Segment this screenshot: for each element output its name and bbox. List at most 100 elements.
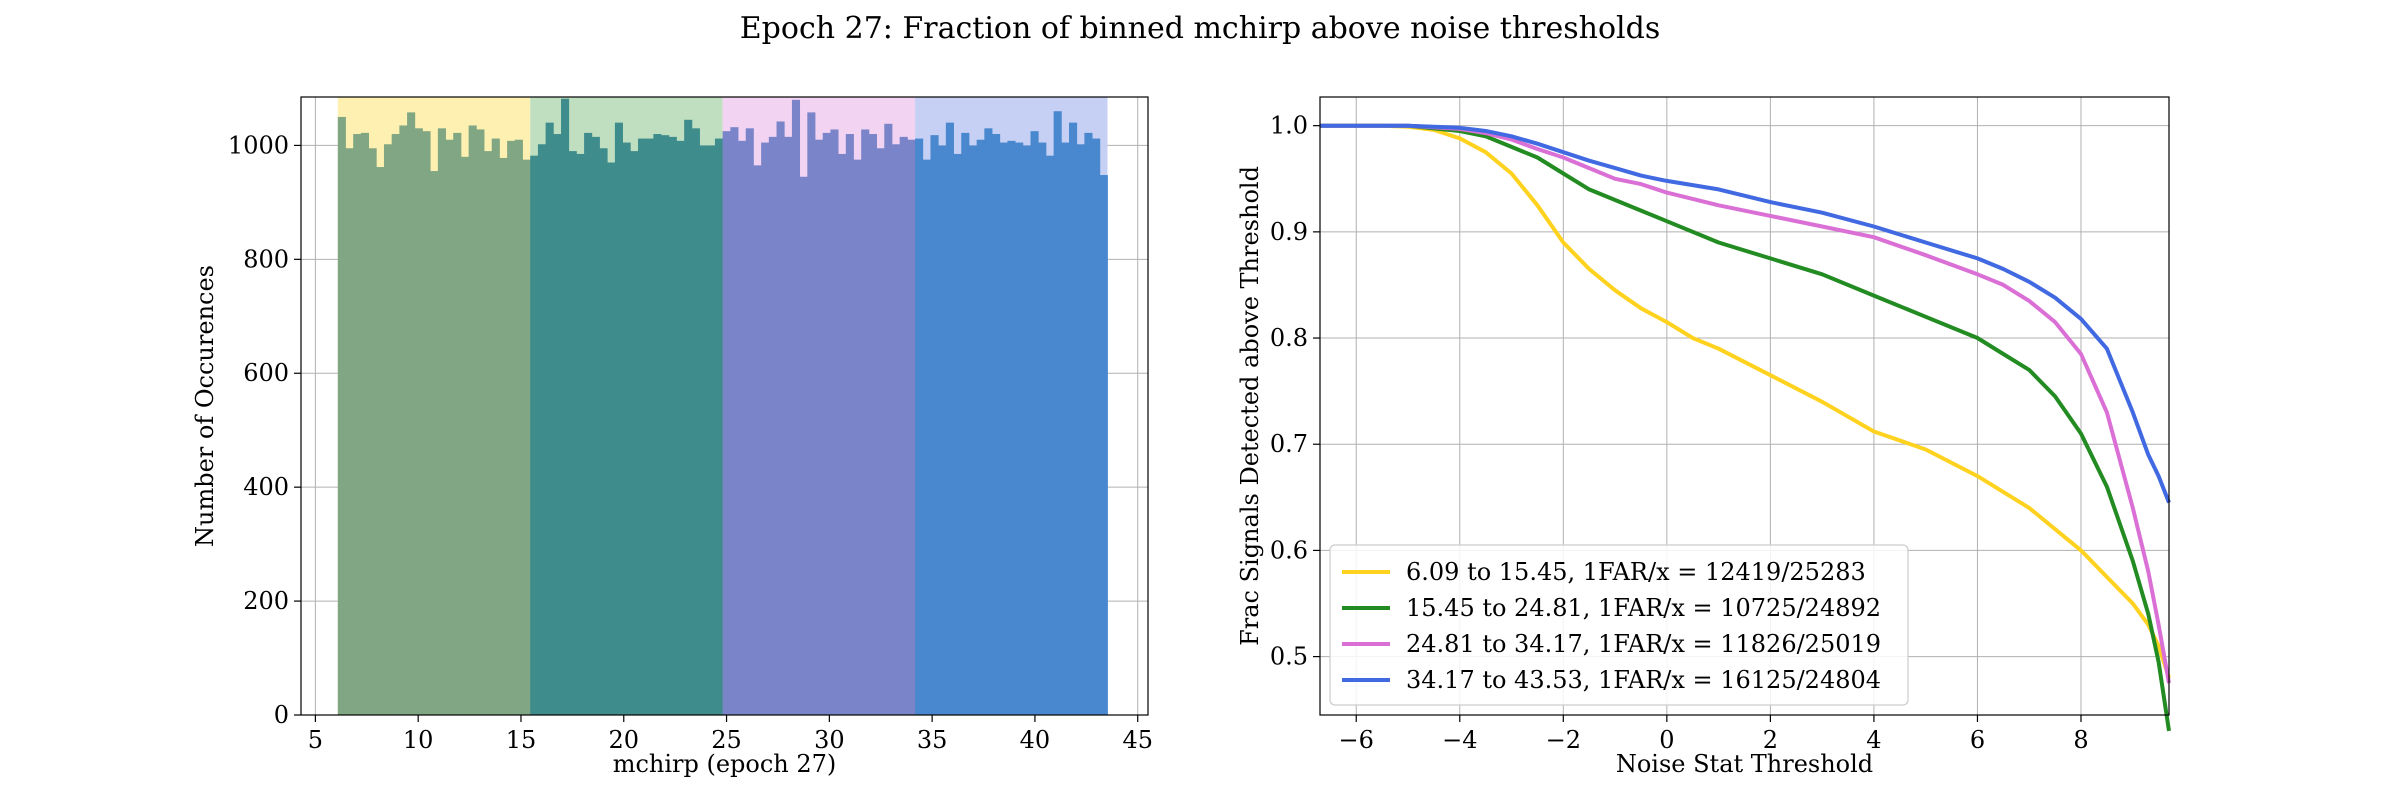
histogram-bar — [707, 145, 716, 716]
histogram-bar — [1030, 131, 1039, 715]
histogram-bar — [1022, 145, 1031, 716]
line-x-tick-label: −6 — [1339, 726, 1374, 754]
line-tick-labels: −6 −4 −2 0 2 4 6 8 0.5 0.6 0.7 0.8 0.9 1.0 — [1270, 112, 2089, 754]
histogram-bar — [622, 142, 631, 715]
histogram-bar — [445, 139, 454, 716]
histogram-x-tick-label: 30 — [814, 726, 845, 754]
histogram-y-tick-label: 1000 — [228, 131, 289, 159]
line-axes-frame — [1319, 96, 2170, 716]
figure-title: Epoch 27: Fraction of binned mchirp abov… — [740, 11, 1660, 46]
line-y-axis-label: Frac Signals Detected above Threshold — [1236, 166, 1264, 646]
histogram-y-tick-label: 200 — [243, 587, 289, 615]
histogram-bar — [1084, 132, 1093, 716]
series-line-1 — [1320, 123, 2171, 679]
line-y-tick-label: 0.6 — [1270, 536, 1308, 564]
histogram-bar — [337, 116, 346, 715]
histogram-bars — [337, 98, 1108, 716]
histogram-x-tick-label: 15 — [506, 726, 537, 754]
histogram-bar — [430, 171, 439, 715]
legend: 6.09 to 15.45, 1FAR/x = 12419/25283 15.45… — [1329, 544, 1909, 706]
line-x-tick-label: 6 — [1970, 726, 1985, 754]
histogram-bar — [353, 134, 362, 715]
histogram-bar — [637, 138, 647, 716]
histogram-bar — [784, 136, 793, 715]
line-x-axis-label: Noise Stat Threshold — [1616, 750, 1873, 778]
histogram-bar — [376, 167, 385, 716]
histogram-bar — [1045, 155, 1055, 715]
histogram-bar — [584, 132, 593, 716]
histogram-bar — [453, 132, 462, 716]
histogram-bar — [884, 123, 893, 715]
histogram-bar — [730, 127, 739, 716]
histogram-bar — [383, 144, 393, 715]
line-x-tick-label: −2 — [1546, 726, 1581, 754]
legend-label: 15.45 to 24.81, 1FAR/x = 10725/24892 — [1406, 594, 1881, 622]
histogram-bar — [899, 136, 908, 715]
line-y-tick-label: 0.8 — [1270, 324, 1308, 352]
histogram-bar — [476, 129, 485, 715]
histogram-y-tick-label: 800 — [243, 245, 289, 273]
line-y-tick-label: 0.5 — [1270, 643, 1308, 671]
histogram-bar — [799, 176, 808, 715]
histogram-bar — [360, 132, 369, 716]
histogram-bar — [1061, 142, 1070, 715]
histogram-bar — [691, 128, 700, 715]
histogram-x-tick-label: 40 — [1020, 726, 1051, 754]
histogram-bar — [484, 151, 493, 715]
histogram-bar — [915, 138, 924, 716]
series-line-3 — [1320, 123, 2171, 684]
histogram-bar — [507, 140, 516, 716]
series-line-4 — [1320, 123, 2171, 504]
histogram-bar — [753, 165, 762, 716]
histogram-bar — [422, 131, 431, 715]
line-series — [1320, 123, 2171, 732]
histogram-bar — [722, 131, 731, 715]
histogram-bar — [522, 159, 531, 716]
histogram-bar — [676, 140, 685, 716]
histogram-bar — [607, 162, 616, 715]
histogram-bar — [460, 156, 470, 715]
histogram-bar — [345, 148, 354, 715]
histogram-bar — [1069, 122, 1078, 715]
histogram-bar — [815, 139, 824, 716]
line-x-tick-label: 8 — [2073, 726, 2088, 754]
line-y-tick-label: 0.7 — [1270, 430, 1308, 458]
histogram-bar — [699, 145, 708, 716]
threshold-line-panel: −6 −4 −2 0 2 4 6 8 0.5 0.6 0.7 0.8 0.9 1.0 Noise Stat… — [1236, 96, 2171, 778]
histogram-bar — [922, 159, 931, 716]
line-y-tick-label: 1.0 — [1270, 112, 1308, 140]
histogram-bar — [953, 153, 962, 716]
histogram-x-tick-label: 20 — [608, 726, 639, 754]
line-y-tick-label: 0.9 — [1270, 218, 1308, 246]
histogram-bar — [845, 134, 854, 715]
histogram-y-tick-label: 600 — [243, 359, 289, 387]
histogram-bar — [1053, 111, 1062, 716]
histogram-tick-labels: 5 10 15 20 25 30 35 40 45 0 200 400 600 800 1000 — [228, 131, 1153, 754]
histogram-bar — [399, 125, 408, 716]
histogram-bar — [599, 148, 608, 715]
histogram-panel: 5 10 15 20 25 30 35 40 45 0 200 400 600 800 1000 mchir… — [191, 96, 1153, 778]
histogram-bar — [876, 148, 885, 715]
histogram-x-tick-label: 25 — [711, 726, 742, 754]
histogram-bar — [614, 122, 623, 715]
histogram-bar — [537, 144, 547, 715]
histogram-bar — [738, 140, 747, 716]
histogram-bar — [968, 145, 978, 716]
histogram-bar — [838, 153, 847, 716]
legend-label: 34.17 to 43.53, 1FAR/x = 16125/24804 — [1406, 666, 1881, 694]
histogram-bar — [945, 122, 954, 715]
histogram-bar — [591, 136, 600, 715]
histogram-y-tick-label: 400 — [243, 473, 289, 501]
histogram-bar — [553, 134, 562, 715]
histogram-bar — [891, 144, 901, 715]
histogram-bar — [391, 134, 400, 715]
histogram-bar — [684, 119, 693, 716]
histogram-bar — [930, 135, 939, 715]
legend-label: 6.09 to 15.45, 1FAR/x = 12419/25283 — [1406, 558, 1866, 586]
histogram-bar — [868, 134, 877, 715]
histogram-bar — [561, 98, 570, 716]
histogram-bar — [414, 128, 423, 715]
histogram-bar — [999, 142, 1008, 715]
histogram-bar — [976, 139, 985, 716]
histogram-bar — [1092, 138, 1101, 716]
